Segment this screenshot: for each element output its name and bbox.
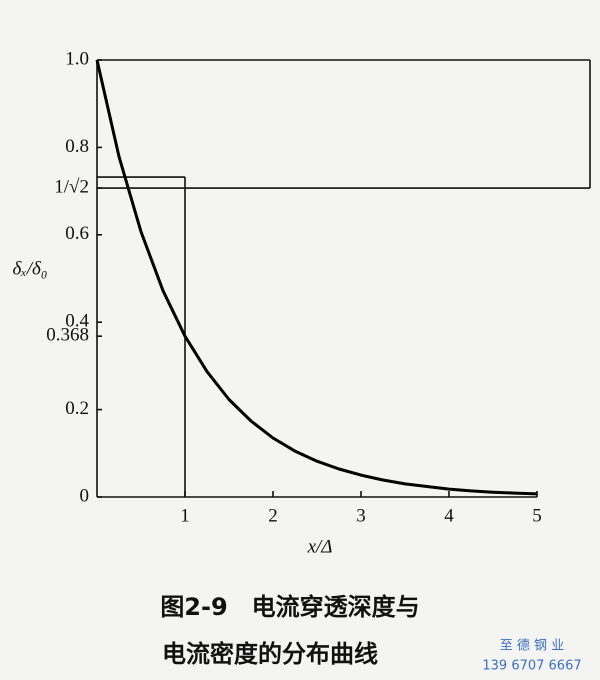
y-tick-label: 0.368	[46, 325, 89, 346]
x-tick-label: 2	[268, 505, 278, 526]
watermark: 至 德 钢 业	[500, 639, 564, 654]
y-tick-label: 0.2	[65, 398, 89, 419]
y-tick-label: 0	[80, 485, 90, 506]
y-tick-label: 0.6	[65, 223, 89, 244]
caption-line: 电流密度的分布曲线	[162, 640, 378, 668]
x-tick-label: 1	[180, 505, 190, 526]
y-tick-label: 0.4	[65, 311, 89, 332]
caption-line: 图2-9 电流穿透深度与	[160, 593, 419, 621]
y-tick-label: 1/√2	[54, 176, 89, 197]
x-tick-label: 5	[532, 505, 542, 526]
y-axis-label: δₓ/δ₀	[13, 258, 48, 279]
curve	[95, 59, 538, 496]
watermark: 139 6707 6667	[482, 659, 581, 674]
x-axis-label: x/Δ	[307, 536, 333, 557]
x-tick-label: 4	[444, 505, 454, 526]
x-tick-label: 3	[356, 505, 366, 526]
y-tick-label: 0.8	[65, 136, 89, 157]
y-tick-label: 1.0	[65, 48, 89, 69]
